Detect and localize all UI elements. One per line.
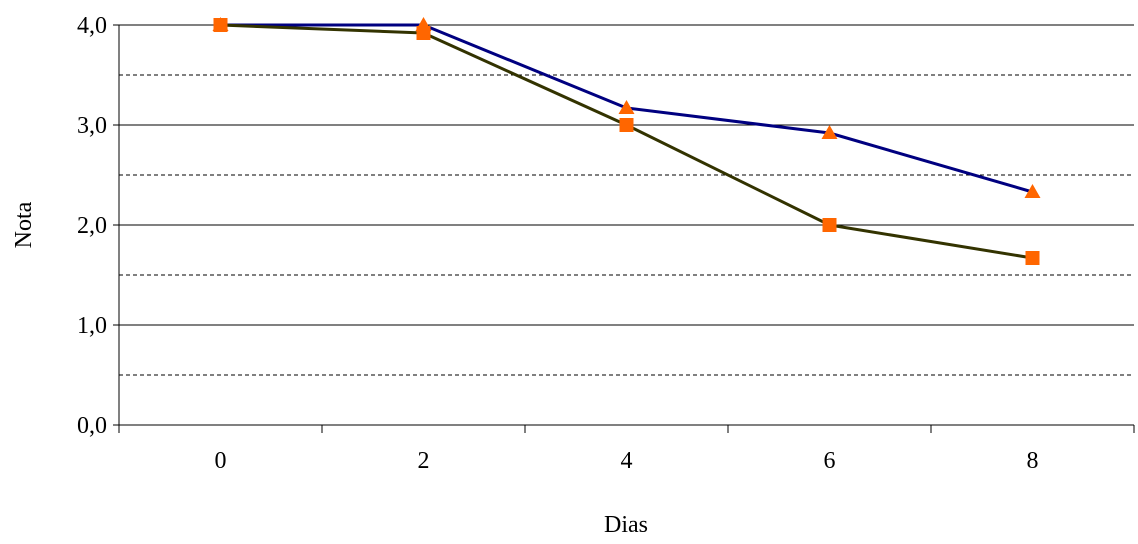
triangle-marker (618, 100, 635, 114)
square-marker (619, 118, 634, 132)
triangle-marker (821, 125, 838, 139)
x-tick-label: 8 (1027, 448, 1039, 474)
y-tick-label: 3,0 (77, 113, 107, 139)
y-tick-label: 0,0 (77, 413, 107, 439)
series-line-2 (220, 23, 1033, 260)
square-marker (213, 18, 228, 32)
y-axis-title: Nota (11, 201, 37, 248)
x-axis-title: Dias (604, 512, 648, 538)
gridlines (119, 24, 1134, 376)
x-tick-label: 6 (824, 448, 836, 474)
series-lines (220, 23, 1033, 260)
y-tick-label: 1,0 (77, 313, 107, 339)
series-markers (212, 17, 1041, 265)
tick-labels: 0,0 1,0 2,0 3,0 4,0 0 2 4 6 8 (77, 13, 1039, 474)
square-marker (1025, 251, 1040, 265)
x-tick-label: 0 (215, 448, 227, 474)
axes (113, 24, 1135, 433)
triangle-marker (1024, 184, 1041, 198)
y-tick-label: 4,0 (77, 13, 107, 39)
square-marker (822, 218, 837, 232)
x-tick-label: 4 (621, 448, 633, 474)
y-tick-label: 2,0 (77, 213, 107, 239)
square-marker (416, 26, 431, 40)
x-tick-label: 2 (418, 448, 430, 474)
